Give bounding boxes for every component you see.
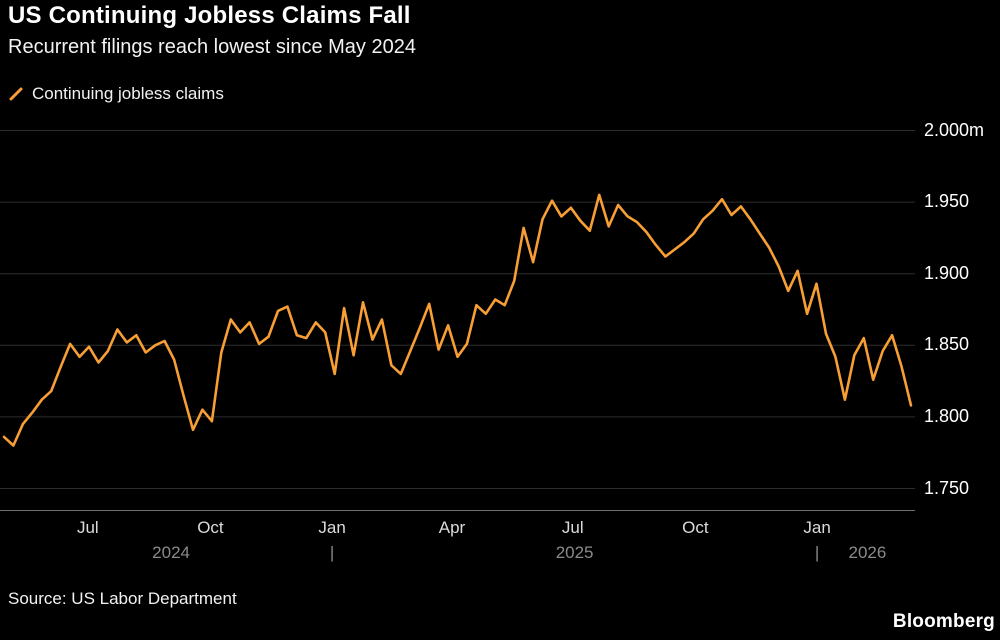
page-subtitle: Recurrent filings reach lowest since May… bbox=[8, 36, 416, 58]
x-tick-label: Jul bbox=[76, 518, 99, 537]
y-axis-label: 1.900 bbox=[924, 262, 970, 283]
x-tick-label: Jan bbox=[803, 518, 831, 537]
y-axis-label: 1.750 bbox=[924, 477, 970, 498]
series-line bbox=[2, 193, 913, 447]
x-axis-baseline bbox=[0, 510, 915, 511]
bloomberg-logo: Bloomberg bbox=[892, 611, 995, 632]
year-label: 2025 bbox=[555, 543, 594, 562]
legend: Continuing jobless claims bbox=[8, 84, 224, 104]
y-axis-label: 1.800 bbox=[924, 405, 970, 426]
chart bbox=[0, 130, 915, 489]
year-boundary-tick: | bbox=[814, 543, 820, 562]
year-label: 2026 bbox=[848, 543, 887, 562]
legend-slash-icon bbox=[9, 87, 23, 101]
y-axis-label: 1.950 bbox=[924, 191, 970, 212]
source-note: Source: US Labor Department bbox=[8, 589, 237, 608]
x-tick-label: Oct bbox=[682, 518, 709, 537]
legend-label: Continuing jobless claims bbox=[32, 84, 224, 103]
page-title: US Continuing Jobless Claims Fall bbox=[8, 2, 411, 29]
year-boundary-tick: | bbox=[329, 543, 335, 562]
x-tick-label: Apr bbox=[438, 518, 466, 537]
x-tick-label: Jul bbox=[561, 518, 584, 537]
x-tick-label: Jan bbox=[318, 518, 346, 537]
y-axis-label: 1.850 bbox=[924, 334, 970, 355]
x-tick-label: Oct bbox=[197, 518, 224, 537]
year-label: 2024 bbox=[152, 543, 191, 562]
y-axis-label: 2.000m bbox=[924, 119, 985, 140]
chart-canvas bbox=[0, 130, 915, 489]
